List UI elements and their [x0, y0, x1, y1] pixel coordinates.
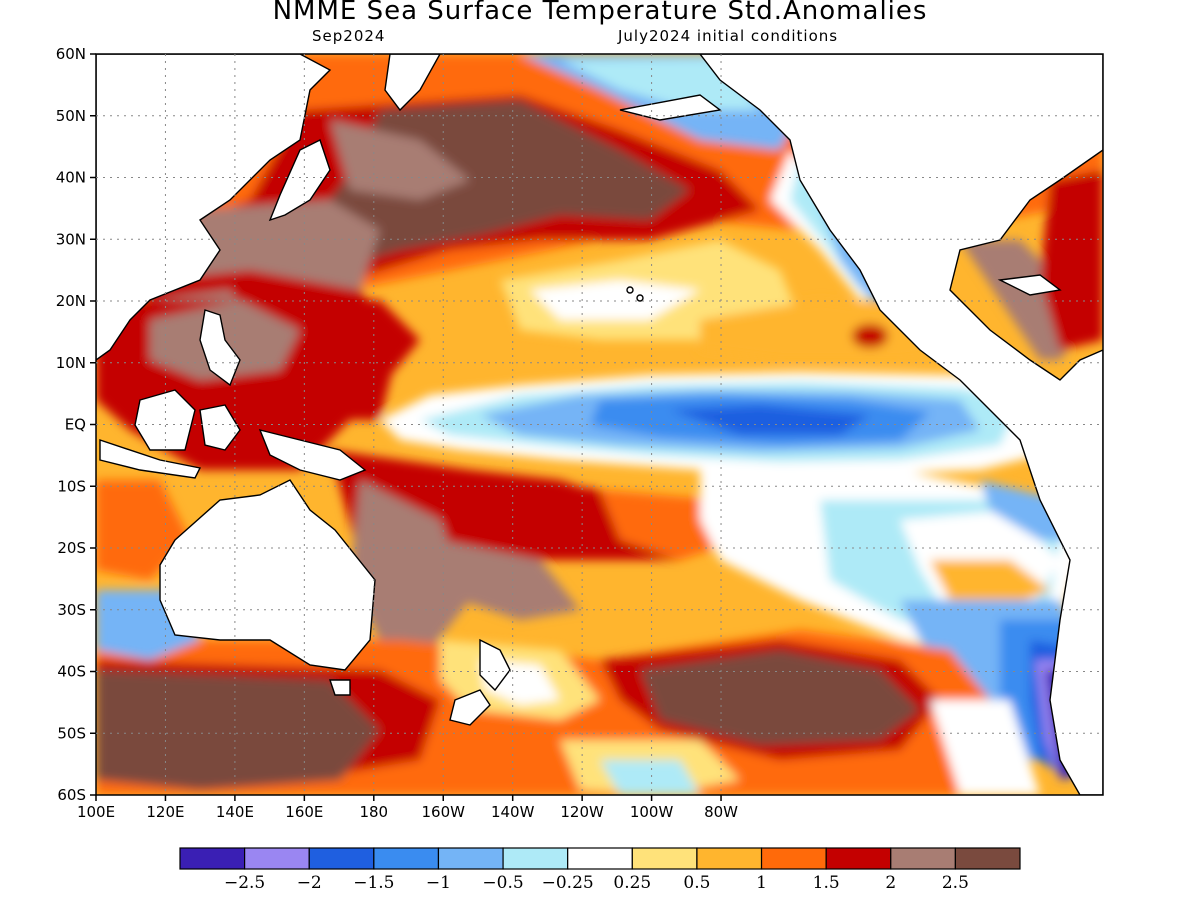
lat-tick-label: 20N [56, 292, 86, 310]
colorbar-swatch [954, 847, 1021, 870]
lon-tick-label: 80W [704, 803, 738, 821]
lon-tick-label: 160W [422, 803, 466, 821]
colorbar-swatch [244, 847, 310, 870]
lat-tick-label: 30N [56, 230, 86, 248]
colorbar-swatch [179, 847, 246, 870]
lat-tick-label: 50S [57, 724, 86, 742]
colorbar-label: −1 [426, 873, 451, 893]
lon-tick-label: 120W [560, 803, 604, 821]
initial-conditions-label: July2024 initial conditions [618, 27, 839, 45]
forecast-month: Sep2024 [312, 27, 386, 45]
lon-tick-label: 140W [491, 803, 535, 821]
colorbar-swatch [373, 847, 440, 870]
colorbar-label: −2 [297, 873, 322, 893]
graticule [96, 54, 1103, 795]
colorbar-label: −1.5 [353, 873, 394, 893]
lon-tick-label: 100W [630, 803, 674, 821]
colorbar-swatch [631, 847, 698, 870]
colorbar-label: 2.5 [942, 873, 969, 893]
colorbar-swatch [760, 847, 827, 870]
colorbar-label: −0.5 [482, 873, 523, 893]
colorbar-label: −2.5 [224, 873, 265, 893]
colorbar-swatch [308, 847, 375, 870]
colorbar-swatch [502, 847, 569, 870]
lat-tick-label: 20S [57, 539, 86, 557]
colorbar-label: 2 [885, 873, 896, 893]
lat-tick-label: 60S [57, 786, 86, 804]
lat-tick-label: 30S [57, 601, 86, 619]
colorbar-swatch [890, 847, 956, 870]
colorbar-swatch [437, 847, 504, 870]
lon-tick-label: 100E [77, 803, 115, 821]
colorbar-label: −0.25 [542, 873, 594, 893]
lat-tick-label: 40S [57, 663, 86, 681]
lat-tick-label: 40N [56, 169, 86, 187]
lon-tick-label: 140E [216, 803, 254, 821]
lon-tick-label: 120E [146, 803, 184, 821]
lat-tick-label: EQ [65, 416, 86, 434]
lon-tick-label: 180 [359, 803, 388, 821]
colorbar-swatch [567, 847, 633, 870]
lat-tick-label: 50N [56, 107, 86, 125]
colorbar-label: 1.5 [813, 873, 840, 893]
map-title: NMME Sea Surface Temperature Std.Anomali… [272, 0, 928, 26]
lon-tick-label: 160E [285, 803, 323, 821]
colorbar-swatch [696, 847, 763, 870]
lat-tick-label: 60N [56, 45, 86, 63]
longitude-axis: 100E 120E 140E 160E 180 160W 140W 120W 100W 80W [77, 795, 738, 821]
colorbar-swatch [825, 847, 892, 870]
lat-tick-label: 10S [57, 477, 86, 495]
colorbar-label: 0.5 [683, 873, 710, 893]
colorbar-label: 0.25 [613, 873, 651, 893]
lat-tick-label: 10N [56, 354, 86, 372]
coastlines [96, 54, 1103, 795]
colorbar-label: 1 [756, 873, 767, 893]
anomaly-field [96, 54, 1103, 795]
latitude-axis: 60N 50N 40N 30N 20N 10N EQ 10S 20S 30S 40S 50S 60S [56, 45, 96, 804]
